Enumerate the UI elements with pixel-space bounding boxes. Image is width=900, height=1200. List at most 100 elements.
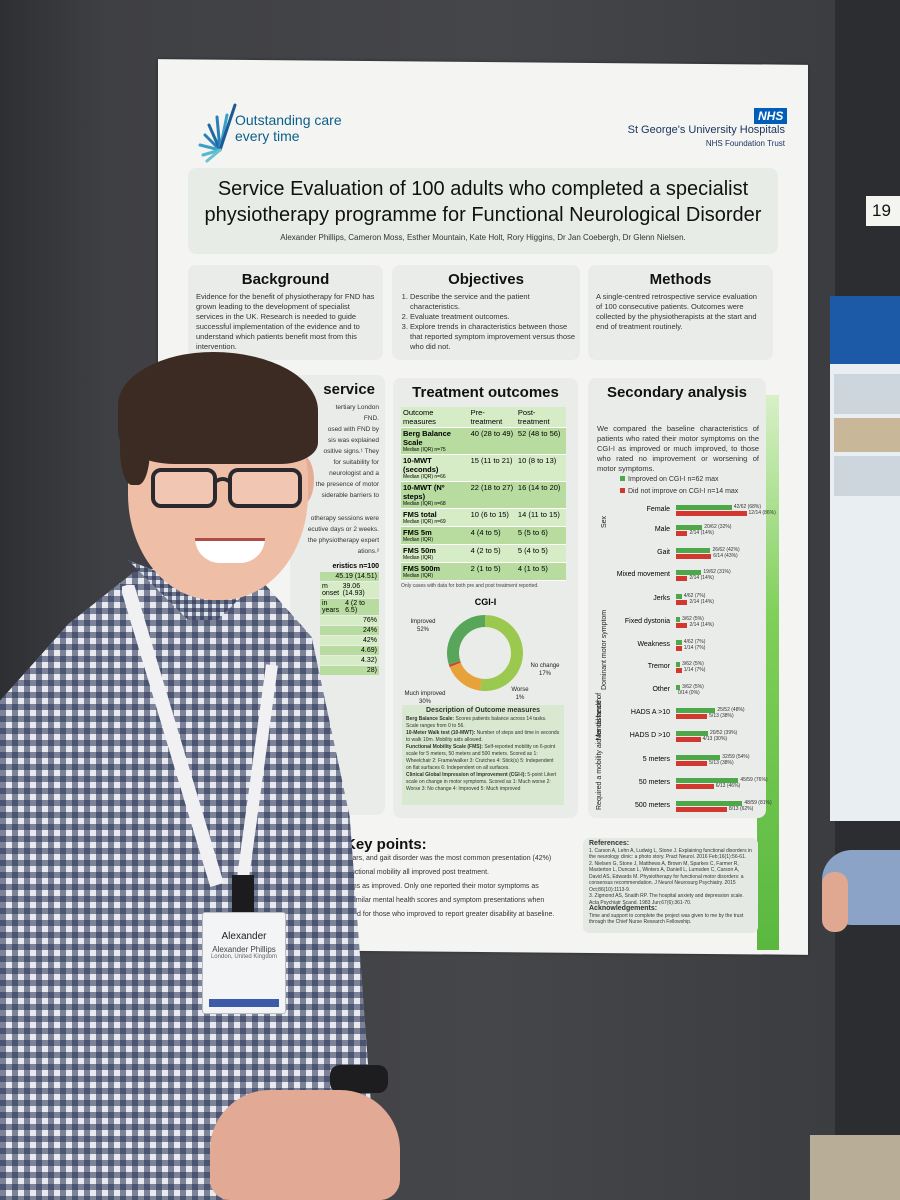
legend-label: Improved on CGI-I n=62 max <box>628 476 719 483</box>
bar-value-label: 48/59 (81%) <box>744 800 772 806</box>
methods-section: Methods A single-centred retrospective s… <box>588 265 773 360</box>
reference-item: 3. Zigmond AS, Snaith RP. The hospital a… <box>589 893 744 906</box>
cgi-chart-title: CGI-I <box>474 597 497 607</box>
outcome-row: 10-MWT (Nº steps) Median (IQR) n=68 22 (18… <box>401 481 566 509</box>
bar-category-label: Female <box>646 506 670 513</box>
bar-category-label: HADS D >10 <box>629 732 670 739</box>
service-text-line: ecutive days or 2 weeks. <box>307 526 379 533</box>
bar-improved <box>676 525 703 530</box>
bar-category-label: Other <box>652 686 670 693</box>
col-header: Pre-treatment <box>468 407 516 428</box>
presenter-hair <box>118 352 318 464</box>
keypoint-line: d similar mental health scores and sympt… <box>345 897 545 904</box>
outcome-name: 10-MWT (Nº steps) Median (IQR) n=68 <box>401 481 469 509</box>
legend-item-not-improved: Did not improve on CGI-I n=14 max <box>620 486 738 498</box>
service-text-line: ations.² <box>357 548 379 555</box>
objectives-list: Describe the service and the patient cha… <box>392 292 580 352</box>
outcome-row: Berg Balance Scale Median (IQR) n=75 40 (2… <box>401 427 566 455</box>
background-heading: Background <box>241 271 330 288</box>
characteristic-row: 28) <box>320 666 379 675</box>
neighbor-poster <box>830 296 900 821</box>
slogan-line-2: every time <box>235 128 300 144</box>
pre-value: 15 (11 to 21) <box>468 454 516 482</box>
keypoint-line: trend for those who improved to report g… <box>345 911 555 918</box>
description-item: Functional Mobility Scale (FMS): Self-re… <box>406 744 560 772</box>
legend-label: Did not improve on CGI-I n=14 max <box>628 488 739 495</box>
neighbor-poster-header <box>830 296 900 364</box>
bar-value-label: 2/14 (14%) <box>689 622 714 628</box>
title-line-2: physiotherapy programme for Functional N… <box>204 204 762 226</box>
legend-item-improved: Improved on CGI-I n=62 max <box>620 474 738 486</box>
bar-improved <box>676 594 682 599</box>
legend-swatch <box>620 488 625 493</box>
bar-value-label: 0/14 (0%) <box>678 690 700 696</box>
outcome-sample: Median (IQR) <box>403 555 434 561</box>
post-value: 52 (48 to 56) <box>515 427 566 455</box>
bar-not-improved <box>676 531 688 536</box>
description-term: 10-Meter Walk test (10-MWT): <box>406 730 477 736</box>
bar-improved <box>676 778 739 783</box>
characteristic-value: 28) <box>366 667 377 674</box>
bar-value-label: 5/13 (38%) <box>709 760 734 766</box>
smartwatch-icon <box>330 1065 388 1093</box>
outcome-row: FMS total Median (IQR) n=69 10 (6 to 15) 14… <box>401 508 566 527</box>
characteristic-row: 76% <box>320 616 379 625</box>
bar-not-improved <box>676 576 688 581</box>
references-heading: References: <box>589 840 630 847</box>
bar-value-label: 1/14 (7%) <box>683 667 706 673</box>
keypoint-line: functional mobility all improved post tr… <box>345 869 489 876</box>
bar-value-label: 6/14 (43%) <box>713 553 738 559</box>
bar-not-improved <box>676 807 727 812</box>
outcome-name: FMS 5m Median (IQR) <box>401 526 469 545</box>
acknowledgements-text: Time and support to complete the project… <box>589 912 744 926</box>
bar-improved <box>676 662 681 667</box>
bar-value-label: 26/62 (42%) <box>712 547 740 553</box>
badge-location: London, United Kingdom <box>210 954 278 960</box>
outcome-measure: FMS 50m <box>403 546 436 555</box>
bar-value-label: 25/52 (48%) <box>717 707 745 713</box>
bar-value-label: 4/13 (30%) <box>702 736 728 742</box>
service-text-line: FND. <box>363 415 379 422</box>
neighbor-board-number: 19 <box>866 196 900 226</box>
bar-improved <box>676 801 743 806</box>
bar-improved <box>676 570 702 575</box>
description-item: Clinical Global Impression of Improvemen… <box>406 772 560 793</box>
characteristics-table: 45.19 (14.51) m onset 39.06 (14.93) in year… <box>320 572 379 675</box>
bar-category-label: HADS A >10 <box>630 709 670 716</box>
bar-category-label: Weakness <box>637 641 670 648</box>
badge-full-name: Alexander Phillips <box>212 945 276 954</box>
other-person-hand <box>822 872 848 932</box>
outcome-measure: Berg Balance Scale <box>403 429 451 447</box>
keypoint-line: years, and gait disorder was the most co… <box>345 855 552 862</box>
legend-swatch <box>620 476 625 481</box>
objectives-section: Objectives Describe the service and the … <box>392 265 580 360</box>
background-section: Background Evidence for the benefit of p… <box>188 265 383 360</box>
nhs-logo: NHS <box>754 108 788 124</box>
neighbor-poster-photo <box>834 418 900 452</box>
characteristic-value: 24% <box>362 627 377 634</box>
bar-not-improved <box>676 737 701 742</box>
post-value: 16 (14 to 20) <box>515 481 566 509</box>
characteristic-row: m onset 39.06 (14.93) <box>320 582 379 598</box>
outcome-sample: Median (IQR) <box>403 537 434 543</box>
checked-shirt <box>0 560 380 1200</box>
bar-improved <box>676 548 711 553</box>
outcome-measure: 10-MWT (seconds) <box>403 456 439 474</box>
outcome-sample: Median (IQR) <box>403 573 434 579</box>
characteristic-value: 45.19 (14.51) <box>335 573 377 580</box>
pre-value: 10 (6 to 15) <box>468 508 516 527</box>
background-text: Evidence for the benefit of physiotherap… <box>196 292 375 351</box>
characteristic-value: 42% <box>362 637 377 644</box>
floor <box>810 1135 900 1200</box>
service-text-line: the presence of motor <box>315 481 379 488</box>
bar-not-improved <box>676 623 688 628</box>
service-text-line: for suitability for <box>333 459 379 466</box>
secondary-heading: Secondary analysis <box>606 384 748 401</box>
outcome-sample: Median (IQR) n=66 <box>403 474 446 480</box>
characteristic-label: in years <box>322 600 340 614</box>
service-text-line: ositive signs.¹ They <box>323 448 379 455</box>
bar-value-label: 3/62 (5%) <box>682 661 704 667</box>
characteristic-label: m onset <box>322 583 340 597</box>
bar-improved <box>676 617 681 622</box>
